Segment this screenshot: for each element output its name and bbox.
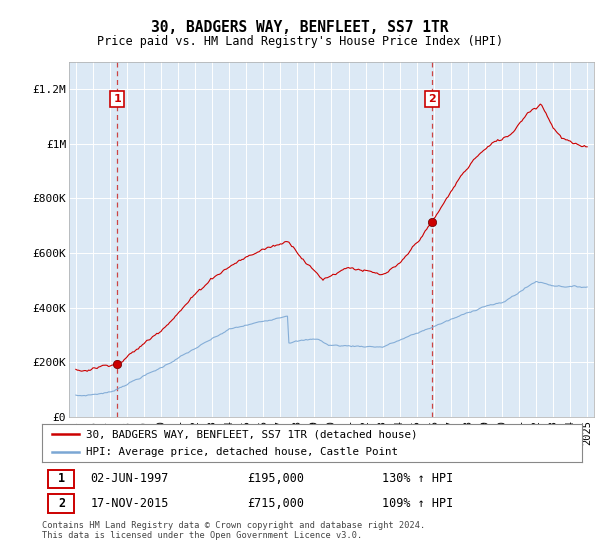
Text: 2: 2 — [58, 497, 65, 510]
Text: Contains HM Land Registry data © Crown copyright and database right 2024.
This d: Contains HM Land Registry data © Crown c… — [42, 521, 425, 540]
Text: 130% ↑ HPI: 130% ↑ HPI — [382, 472, 454, 486]
Text: 30, BADGERS WAY, BENFLEET, SS7 1TR (detached house): 30, BADGERS WAY, BENFLEET, SS7 1TR (deta… — [86, 429, 418, 439]
Text: £715,000: £715,000 — [247, 497, 304, 510]
Text: 30, BADGERS WAY, BENFLEET, SS7 1TR: 30, BADGERS WAY, BENFLEET, SS7 1TR — [151, 20, 449, 35]
Text: 1: 1 — [58, 472, 65, 486]
Text: 2: 2 — [428, 94, 436, 104]
Text: 02-JUN-1997: 02-JUN-1997 — [91, 472, 169, 486]
Text: £195,000: £195,000 — [247, 472, 304, 486]
Bar — [49, 470, 74, 488]
Bar — [49, 494, 74, 513]
Text: 17-NOV-2015: 17-NOV-2015 — [91, 497, 169, 510]
Text: HPI: Average price, detached house, Castle Point: HPI: Average price, detached house, Cast… — [86, 447, 398, 457]
Text: 1: 1 — [113, 94, 121, 104]
Text: 109% ↑ HPI: 109% ↑ HPI — [382, 497, 454, 510]
Text: Price paid vs. HM Land Registry's House Price Index (HPI): Price paid vs. HM Land Registry's House … — [97, 35, 503, 48]
